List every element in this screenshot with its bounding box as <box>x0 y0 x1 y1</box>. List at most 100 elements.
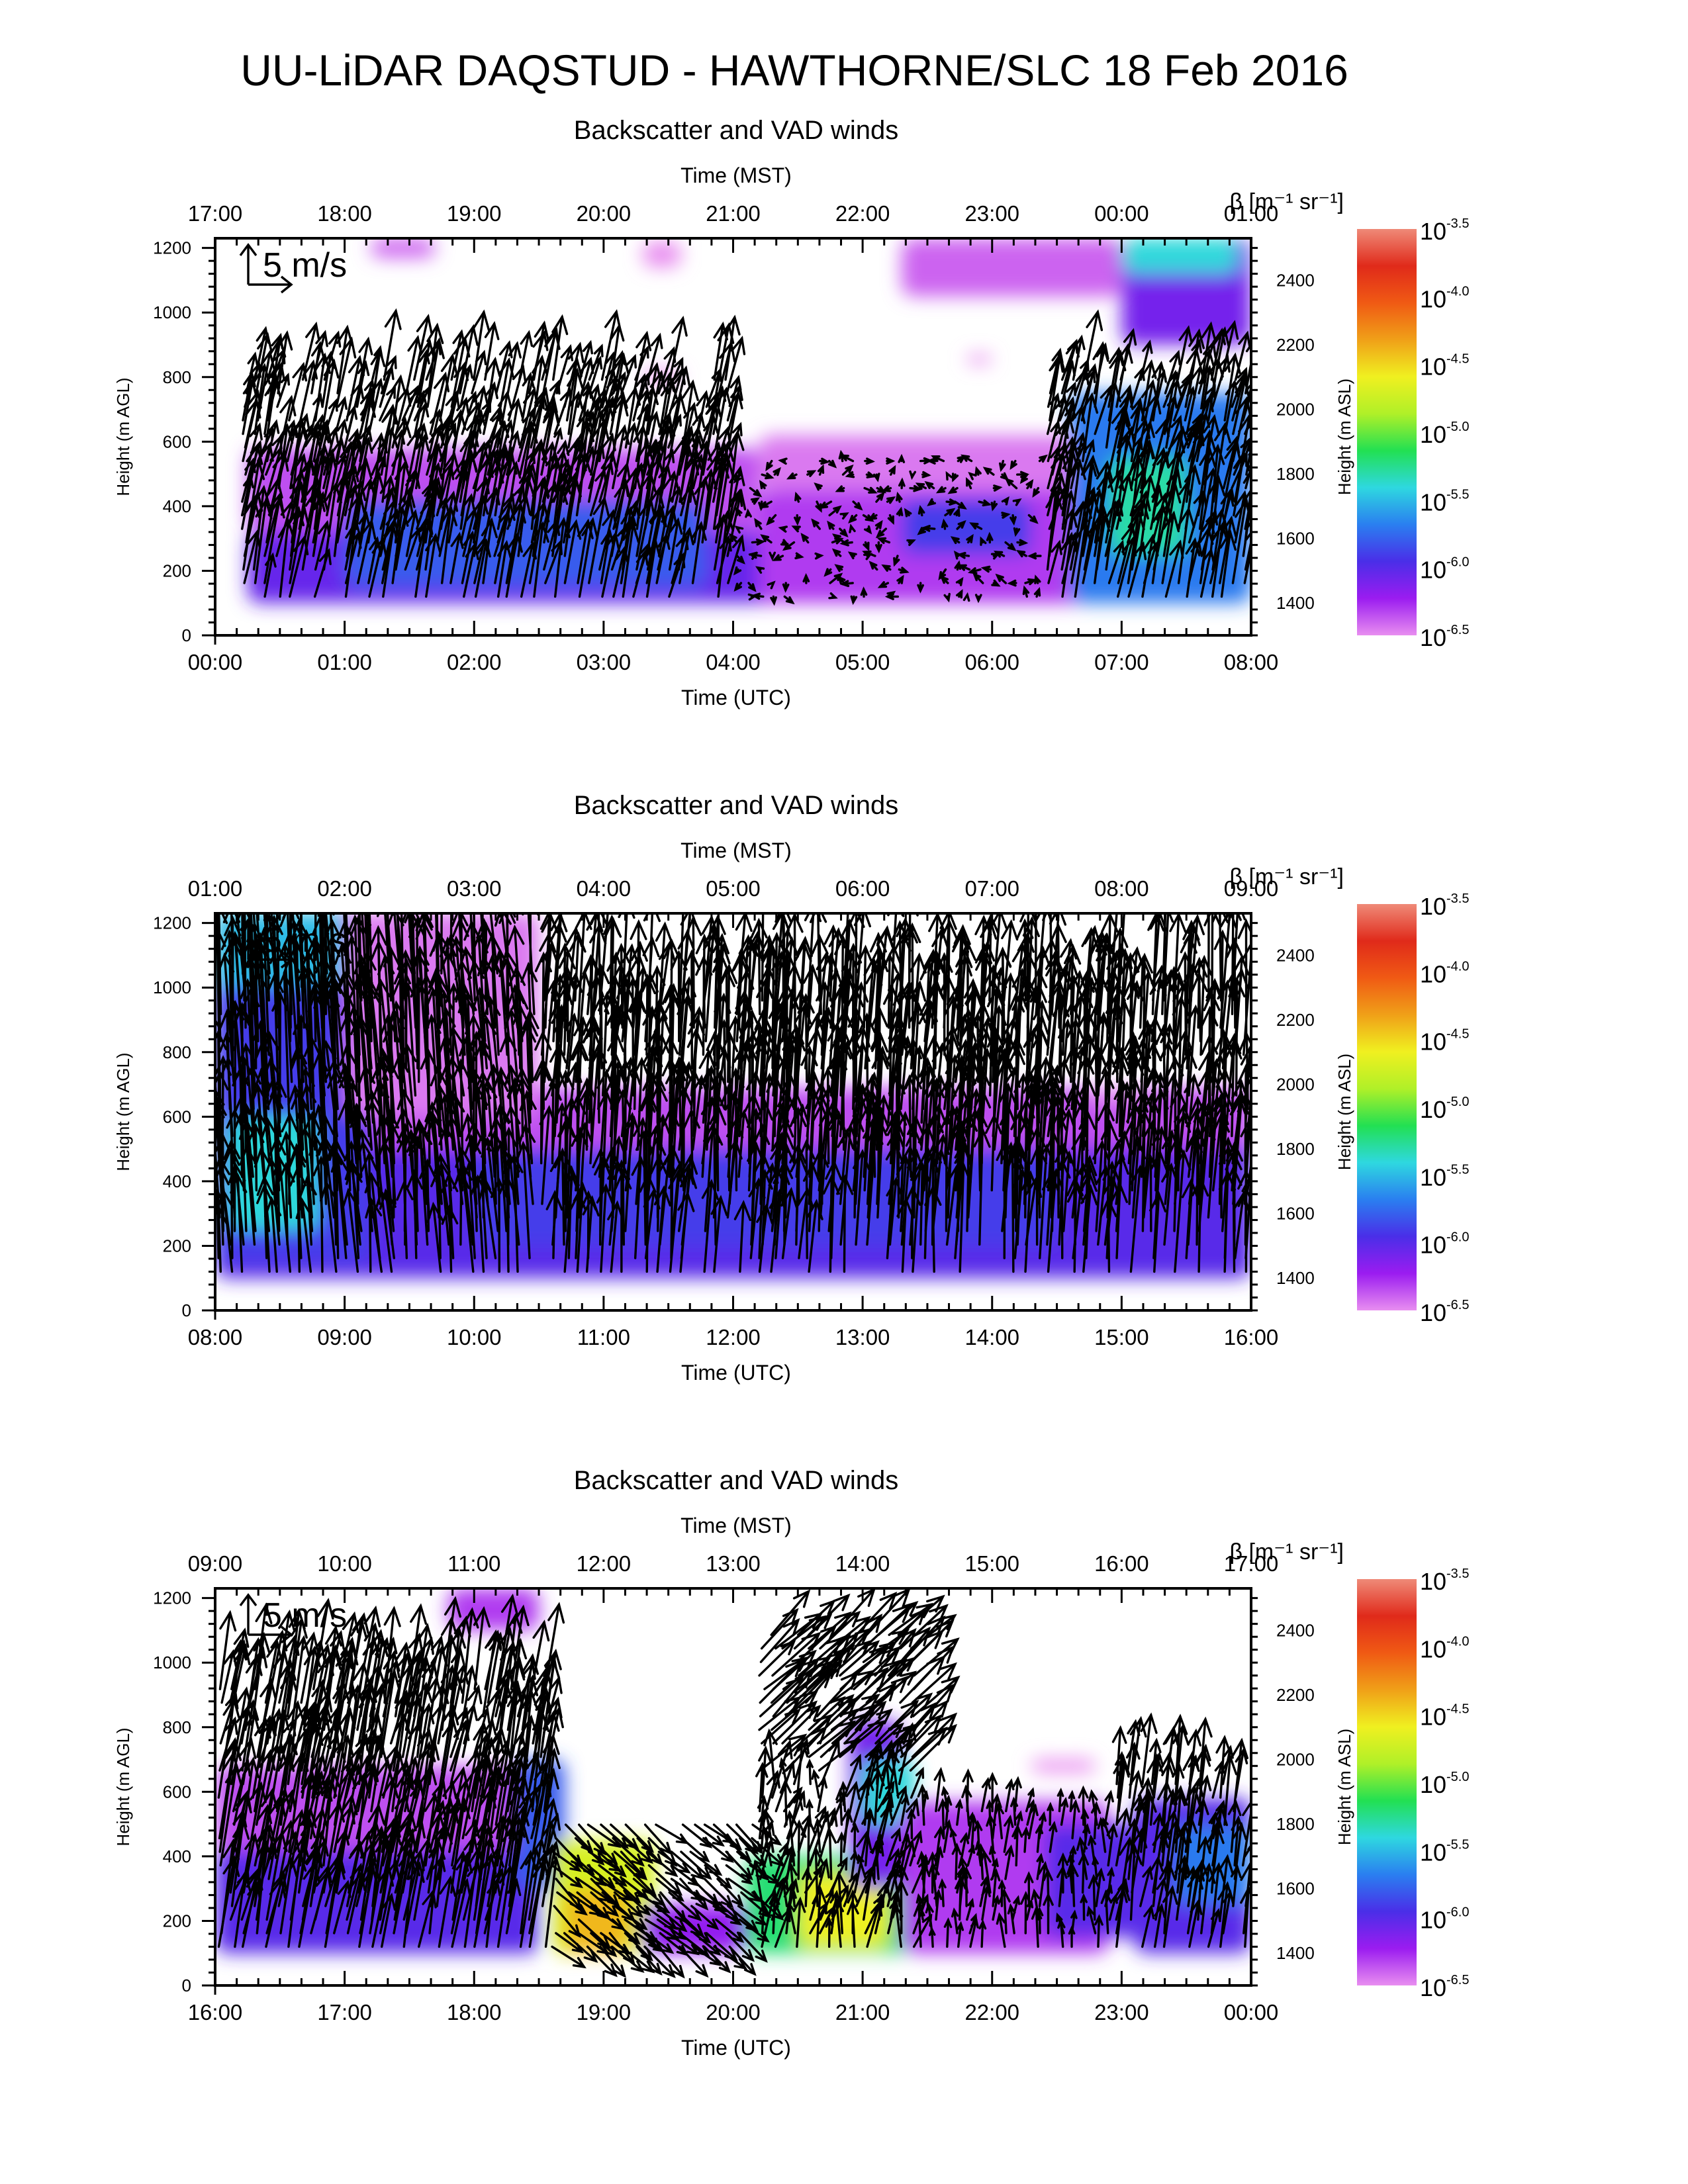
x2-tick-label: 20:00 <box>577 201 632 226</box>
wind-arrow <box>1033 586 1041 598</box>
wind-arrow <box>1137 1777 1155 1853</box>
wind-arrow <box>470 385 489 449</box>
y2-tick-label: 2000 <box>1276 400 1315 420</box>
x-tick-label: 06:00 <box>964 650 1019 674</box>
backscatter-region-8 <box>1121 238 1239 274</box>
wind-arrow <box>575 1121 593 1219</box>
wind-arrow <box>645 1932 675 1954</box>
wind-arrow <box>551 426 563 463</box>
y2-tick-label: 1400 <box>1276 593 1315 613</box>
wind-arrow <box>1176 325 1193 381</box>
x-tick-label: 09:00 <box>317 1325 372 1349</box>
wind-arrow <box>330 913 336 1029</box>
wind-arrow <box>301 321 320 381</box>
wind-arrow <box>1001 496 1009 506</box>
wind-arrow <box>837 575 846 584</box>
wind-arrow <box>755 566 765 574</box>
wind-arrow <box>1131 396 1143 435</box>
colorbar-tick-exponent: -6.5 <box>1446 1298 1469 1312</box>
wind-arrow <box>328 978 348 1097</box>
wind-arrow <box>600 309 622 381</box>
wind-arrow <box>943 592 951 603</box>
wind-arrow <box>925 1901 934 1934</box>
wind-arrow <box>397 1088 416 1192</box>
wind-arrow <box>876 537 891 544</box>
wind-scale-label: 5 m/s <box>263 921 347 960</box>
wind-arrow <box>440 390 460 449</box>
wind-arrow <box>391 374 406 435</box>
wind-arrow <box>717 913 720 1002</box>
colorbar-tick-exponent: -4.5 <box>1446 352 1469 367</box>
wind-arrow <box>312 414 327 463</box>
colorbar-tick-exponent: -4.0 <box>1446 1634 1469 1649</box>
wind-arrow <box>957 551 970 559</box>
x2-tick-label: 23:00 <box>964 201 1019 226</box>
wind-arrow <box>926 457 937 465</box>
wind-arrow <box>1016 549 1027 558</box>
wind-vectors <box>215 913 1251 1273</box>
wind-arrow <box>519 420 536 476</box>
wind-arrow <box>1139 340 1153 381</box>
wind-arrow <box>365 1197 383 1273</box>
wind-arrow <box>670 1850 705 1880</box>
wind-arrow <box>1141 1788 1154 1840</box>
wind-arrow <box>575 913 592 1029</box>
y2-tick-label: 2000 <box>1276 1075 1315 1095</box>
wind-arrow <box>772 554 784 561</box>
wind-arrow <box>1210 328 1227 381</box>
panel-title: Backscatter and VAD winds <box>574 791 899 820</box>
wind-arrow <box>679 1878 709 1911</box>
wind-arrow <box>763 1728 778 1786</box>
wind-arrow <box>669 315 688 381</box>
wind-arrow <box>541 395 558 449</box>
wind-arrow <box>847 913 865 1002</box>
wind-arrow <box>551 1945 586 1969</box>
wind-arrow <box>1056 1787 1064 1813</box>
wind-arrow <box>866 1809 874 1840</box>
y-tick-label: 600 <box>163 1107 191 1126</box>
wind-arrow <box>733 582 743 592</box>
wind-arrow <box>951 473 959 482</box>
wind-arrow <box>966 1897 974 1921</box>
wind-arrow <box>745 508 752 518</box>
wind-arrow <box>322 426 339 476</box>
x-axis-label: Time (UTC) <box>681 2036 791 2060</box>
wind-arrow <box>358 1605 381 1690</box>
wind-arrow <box>312 1598 334 1690</box>
colorbar-tick-exponent: -6.5 <box>1446 1973 1469 1987</box>
wind-arrow <box>254 326 270 381</box>
wind-arrow <box>394 1651 412 1704</box>
wind-arrow <box>379 486 395 530</box>
wind-arrow <box>811 518 821 530</box>
wind-arrow <box>551 1850 582 1872</box>
wind-arrow <box>794 514 801 526</box>
wind-arrow <box>1057 1852 1069 1894</box>
wind-arrow <box>1004 541 1017 551</box>
wind-arrow <box>909 1723 958 1772</box>
wind-arrow <box>847 1889 859 1934</box>
wind-arrow <box>590 1932 618 1958</box>
wind-arrow <box>1006 1148 1024 1219</box>
wind-arrow <box>510 1637 528 1717</box>
wind-arrow <box>1087 1834 1097 1867</box>
wind-arrow <box>1027 514 1039 524</box>
wind-arrow <box>714 1918 745 1943</box>
colorbar-tick-exponent: -5.0 <box>1446 1770 1469 1784</box>
colorbar-tick-base: 10 <box>1420 1568 1446 1595</box>
wind-arrow <box>309 1678 328 1745</box>
wind-arrow <box>759 1617 800 1663</box>
wind-arrow <box>909 470 916 480</box>
wind-arrow <box>845 471 855 478</box>
wind-arrow <box>831 533 846 544</box>
wind-arrow <box>1072 334 1086 381</box>
wind-arrow <box>703 1878 734 1909</box>
wind-arrow <box>958 1855 969 1894</box>
wind-arrow <box>703 1945 731 1974</box>
x-tick-label: 18:00 <box>447 2000 502 2025</box>
wind-arrow <box>941 1786 949 1813</box>
x2-tick-label: 17:00 <box>1224 1551 1279 1576</box>
wind-arrow <box>881 485 892 492</box>
x-tick-label: 20:00 <box>706 2000 761 2025</box>
wind-arrow <box>577 518 594 584</box>
wind-arrow <box>716 1878 744 1907</box>
